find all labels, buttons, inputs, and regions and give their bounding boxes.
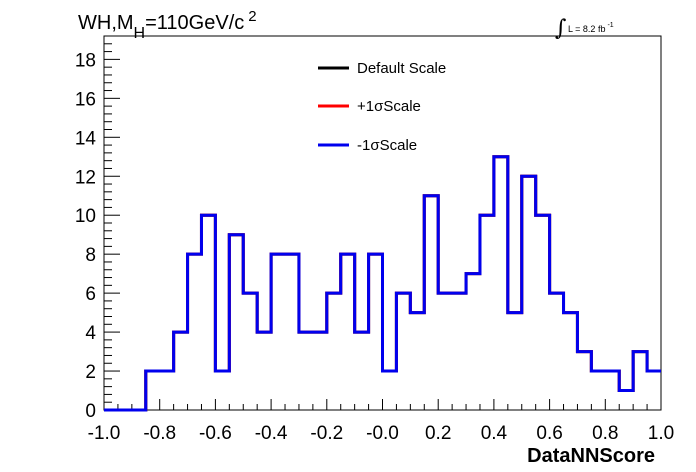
- x-tick-label: 0.2: [425, 423, 451, 444]
- luminosity-superscript: -1: [607, 22, 613, 29]
- title-superscript: 2: [248, 8, 256, 25]
- y-tick-label: 4: [85, 323, 96, 344]
- legend-label-default: Default Scale: [357, 60, 446, 77]
- y-tick-label: 16: [75, 89, 96, 110]
- legend-label-minus-sigma: -1σScale: [357, 137, 417, 154]
- title-subscript: H: [134, 25, 146, 42]
- series-group: [104, 155, 661, 412]
- luminosity-label: L = 8.2 fb -1: [568, 22, 614, 34]
- title-rest: =110GeV/c: [145, 12, 244, 34]
- x-axis-label: DataNNScore: [527, 445, 655, 467]
- y-tick-label: 12: [75, 167, 96, 188]
- axis-ticks: [103, 35, 662, 411]
- y-tick-label: 10: [75, 206, 96, 227]
- x-tick-label: -0.2: [310, 423, 343, 444]
- x-tick-label: -0.8: [143, 423, 176, 444]
- x-tick-label: -0.6: [199, 423, 232, 444]
- y-tick-label: 8: [85, 245, 96, 266]
- x-tick-label: 0.8: [592, 423, 618, 444]
- x-tick-label: -1.0: [88, 423, 121, 444]
- tick-labels: -1.0 -0.8 -0.6 -0.4 -0.2 -0.0 0.2 0.4 0.6 0.8 1.0 0…: [75, 50, 674, 444]
- x-tick-label: 1.0: [648, 423, 674, 444]
- x-tick-label: 0.4: [481, 423, 508, 444]
- title-main: WH,M: [78, 12, 134, 34]
- y-tick-label: 2: [85, 362, 96, 383]
- legend-label-plus-sigma: +1σScale: [357, 98, 421, 115]
- luminosity-text: L = 8.2 fb: [568, 24, 605, 34]
- series-line-2: [104, 155, 661, 412]
- chart-title: WH,MH=110GeV/c 2: [78, 8, 257, 42]
- y-tick-label: 0: [85, 401, 96, 422]
- x-tick-label: -0.4: [255, 423, 288, 444]
- y-tick-label: 18: [75, 50, 96, 71]
- x-tick-label: 0.6: [536, 423, 562, 444]
- legend: Default Scale +1σScale -1σScale: [318, 60, 446, 154]
- y-tick-label: 6: [85, 284, 96, 305]
- x-tick-label: -0.0: [366, 423, 399, 444]
- integral-symbol: ∫: [555, 16, 567, 41]
- y-tick-label: 14: [75, 128, 97, 149]
